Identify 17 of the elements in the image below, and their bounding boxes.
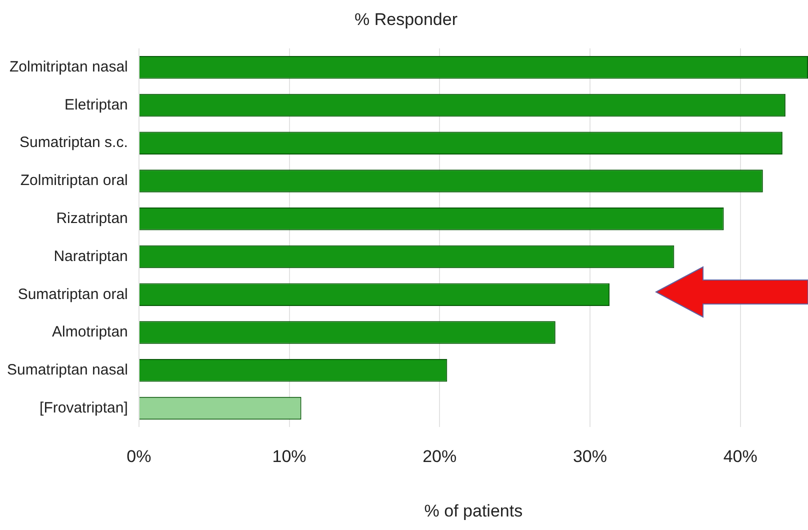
y-tick-label: Zolmitriptan nasal <box>10 58 128 76</box>
y-tick-label: [Frovatriptan] <box>40 399 128 416</box>
y-tick-label: Sumatriptan nasal <box>6 362 128 379</box>
y-tick-label: Zolmitriptan oral <box>20 172 128 190</box>
x-tick-label: 10% <box>272 447 306 466</box>
x-axis-title: % of patients <box>424 501 523 520</box>
y-tick-label: Eletriptan <box>64 96 128 114</box>
x-tick-label: 30% <box>572 447 607 466</box>
x-tick-label: 0% <box>126 447 152 466</box>
y-tick-label: Naratriptan <box>54 248 128 265</box>
y-tick-label: Almotriptan <box>52 324 128 341</box>
chart-title: % Responder <box>354 10 458 29</box>
y-tick-label: Rizatriptan <box>56 210 128 227</box>
x-tick-label: 40% <box>723 447 758 466</box>
x-tick-label: 20% <box>422 447 457 466</box>
y-tick-label: Sumatriptan s.c. <box>20 134 128 152</box>
y-tick-label: Sumatriptan oral <box>18 286 128 303</box>
